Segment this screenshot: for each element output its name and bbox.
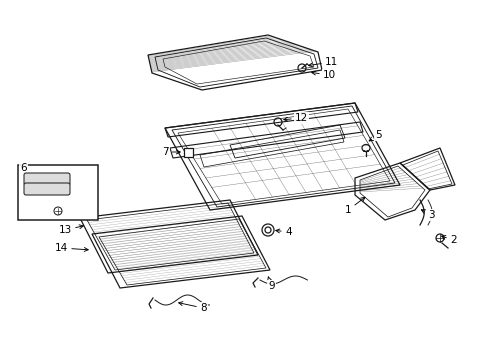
Text: 2: 2 [441, 235, 456, 245]
Text: 10: 10 [311, 70, 335, 80]
Bar [183, 148, 193, 157]
Bar [18, 165, 98, 220]
Text: 11: 11 [308, 57, 338, 67]
Text: 14: 14 [55, 243, 88, 253]
Text: 6: 6 [20, 163, 42, 192]
Text: 13: 13 [59, 225, 83, 235]
FancyBboxPatch shape [24, 173, 70, 185]
Text: 3: 3 [421, 210, 434, 220]
Text: 4: 4 [275, 227, 291, 237]
Text: 7: 7 [162, 147, 180, 157]
FancyBboxPatch shape [24, 183, 70, 195]
Text: 9: 9 [267, 277, 274, 291]
Text: 12: 12 [283, 113, 307, 123]
Text: 8: 8 [178, 302, 206, 313]
Text: 1: 1 [345, 197, 364, 215]
Text: 5: 5 [368, 130, 381, 141]
